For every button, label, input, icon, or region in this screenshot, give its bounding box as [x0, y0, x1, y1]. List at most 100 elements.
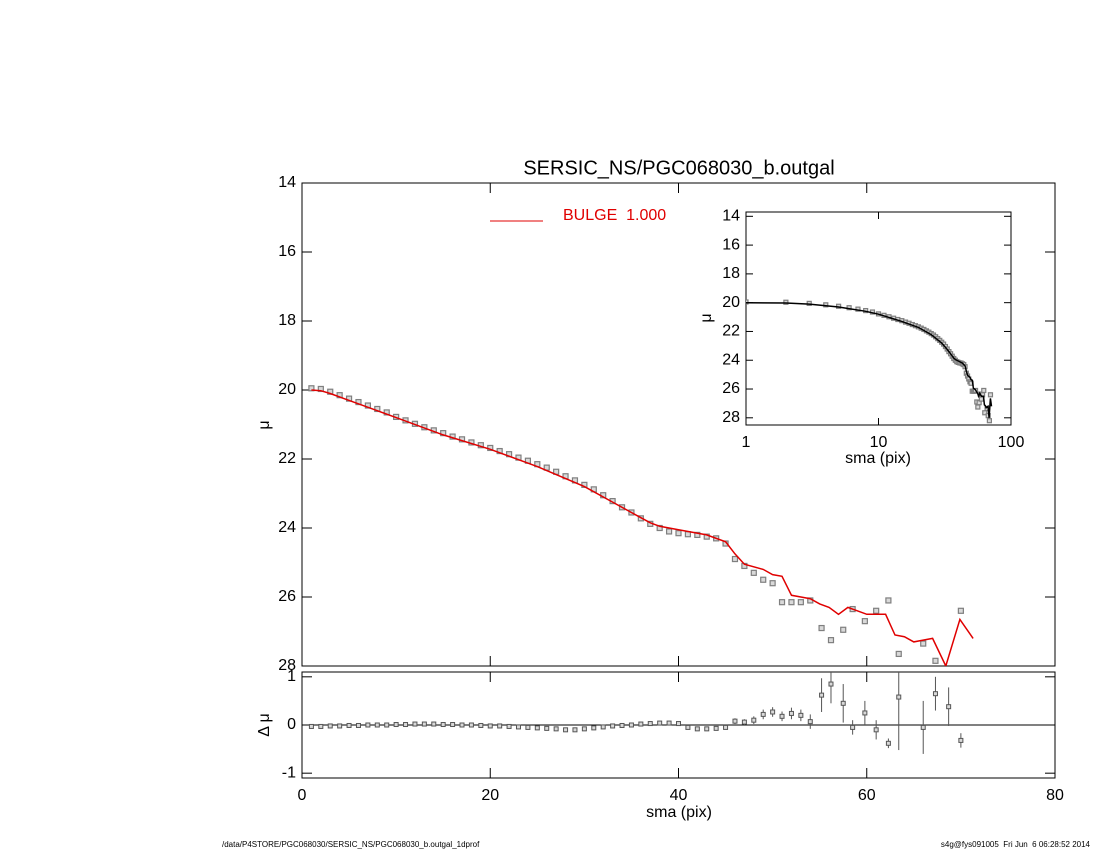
- residual-point: [760, 711, 766, 717]
- data-point: [920, 640, 927, 647]
- data-point: [818, 624, 825, 632]
- data-point: [932, 657, 939, 664]
- residual-point: [751, 717, 757, 723]
- residual-point: [384, 722, 390, 728]
- y-tick-label: 26: [278, 588, 296, 605]
- y-tick-label: 20: [722, 294, 740, 311]
- residual-point: [828, 681, 834, 687]
- x-tick-label: 40: [670, 787, 688, 804]
- data-point: [975, 404, 981, 410]
- residual-point: [723, 724, 729, 730]
- data-point: [750, 569, 757, 576]
- residual-point: [487, 723, 493, 729]
- residual-point: [600, 724, 606, 730]
- residual-point: [403, 722, 409, 728]
- data-point: [957, 607, 964, 614]
- data-point: [987, 392, 994, 398]
- y-tick-label: 24: [278, 519, 296, 536]
- data-point: [703, 533, 710, 540]
- data-point: [675, 530, 682, 537]
- residual-point: [798, 712, 804, 718]
- y-tick-label: 26: [722, 380, 740, 397]
- residual-point: [346, 722, 352, 728]
- model-line: [746, 301, 993, 418]
- residual-point: [647, 721, 653, 727]
- y-axis-label: μ: [698, 313, 715, 322]
- x-tick-label: 1: [742, 434, 751, 451]
- data-point: [861, 618, 868, 625]
- data-point: [986, 418, 992, 424]
- residual-point: [685, 724, 691, 730]
- x-tick-label: 10: [870, 434, 888, 451]
- y-axis-label: μ: [256, 420, 273, 429]
- data-point: [797, 599, 804, 606]
- residual-point: [704, 726, 710, 732]
- data-point: [746, 299, 749, 305]
- y-tick-label: 28: [722, 409, 740, 426]
- y-tick-label: 20: [278, 381, 296, 398]
- residual-point: [581, 726, 587, 732]
- residual-point: [896, 694, 902, 700]
- residual-point: [741, 719, 747, 725]
- y-tick-label: 14: [278, 174, 296, 191]
- plot-area: [308, 672, 964, 754]
- data-point: [731, 555, 739, 563]
- chart-title: SERSIC_NS/PGC068030_b.outgal: [523, 157, 834, 179]
- residual-point: [788, 710, 794, 716]
- x-tick-label: 0: [298, 787, 307, 804]
- y-axis-label: Δ μ: [256, 713, 273, 736]
- residual-point: [515, 724, 521, 730]
- residual-point: [450, 722, 456, 728]
- residual-point: [676, 721, 681, 727]
- residual-point: [732, 718, 738, 724]
- residual-point: [666, 720, 672, 726]
- residual-point: [374, 722, 380, 728]
- y-tick-label: 16: [722, 236, 740, 253]
- residual-point: [459, 722, 465, 728]
- y-tick-label: 28: [278, 657, 296, 674]
- data-point: [827, 637, 835, 644]
- residual-point: [770, 709, 776, 715]
- y-tick-label: 14: [722, 208, 740, 225]
- y-tick-label: 0: [287, 716, 296, 733]
- residual-point: [638, 721, 644, 727]
- residual-point: [850, 724, 856, 730]
- data-point: [981, 387, 987, 394]
- residual-point: [563, 727, 569, 733]
- y-tick-label: -1: [282, 764, 296, 781]
- data-point: [895, 650, 902, 658]
- residual-point: [355, 722, 361, 728]
- residual-point: [534, 725, 540, 731]
- residual-point: [544, 725, 550, 731]
- residual-point: [440, 722, 446, 728]
- residual-point: [365, 722, 371, 728]
- residual-point: [920, 724, 926, 730]
- residual-point: [873, 727, 879, 733]
- residual-point: [628, 722, 634, 728]
- residual-point: [572, 727, 578, 733]
- residual-point: [862, 710, 868, 716]
- x-axis-label: sma (pix): [646, 804, 712, 821]
- data-point: [788, 599, 795, 606]
- inset-frame: [745, 211, 1012, 426]
- residual-point: [525, 724, 531, 730]
- residual-point: [393, 722, 399, 728]
- data-point: [665, 528, 673, 535]
- residual-point: [308, 723, 314, 729]
- residual-point: [694, 726, 700, 732]
- residual-point: [946, 704, 952, 710]
- residual-point: [497, 723, 503, 729]
- residual-point: [337, 723, 343, 729]
- residual-point: [932, 691, 938, 697]
- plot-area: [746, 299, 994, 424]
- data-point: [308, 385, 315, 392]
- data-point: [769, 580, 776, 587]
- residual-point: [318, 723, 324, 729]
- residual-point: [958, 737, 964, 743]
- residual-point: [885, 740, 891, 746]
- y-tick-label: 22: [278, 450, 296, 467]
- residual-point: [610, 723, 616, 729]
- y-tick-label: 18: [722, 265, 740, 282]
- residual-point: [779, 713, 785, 719]
